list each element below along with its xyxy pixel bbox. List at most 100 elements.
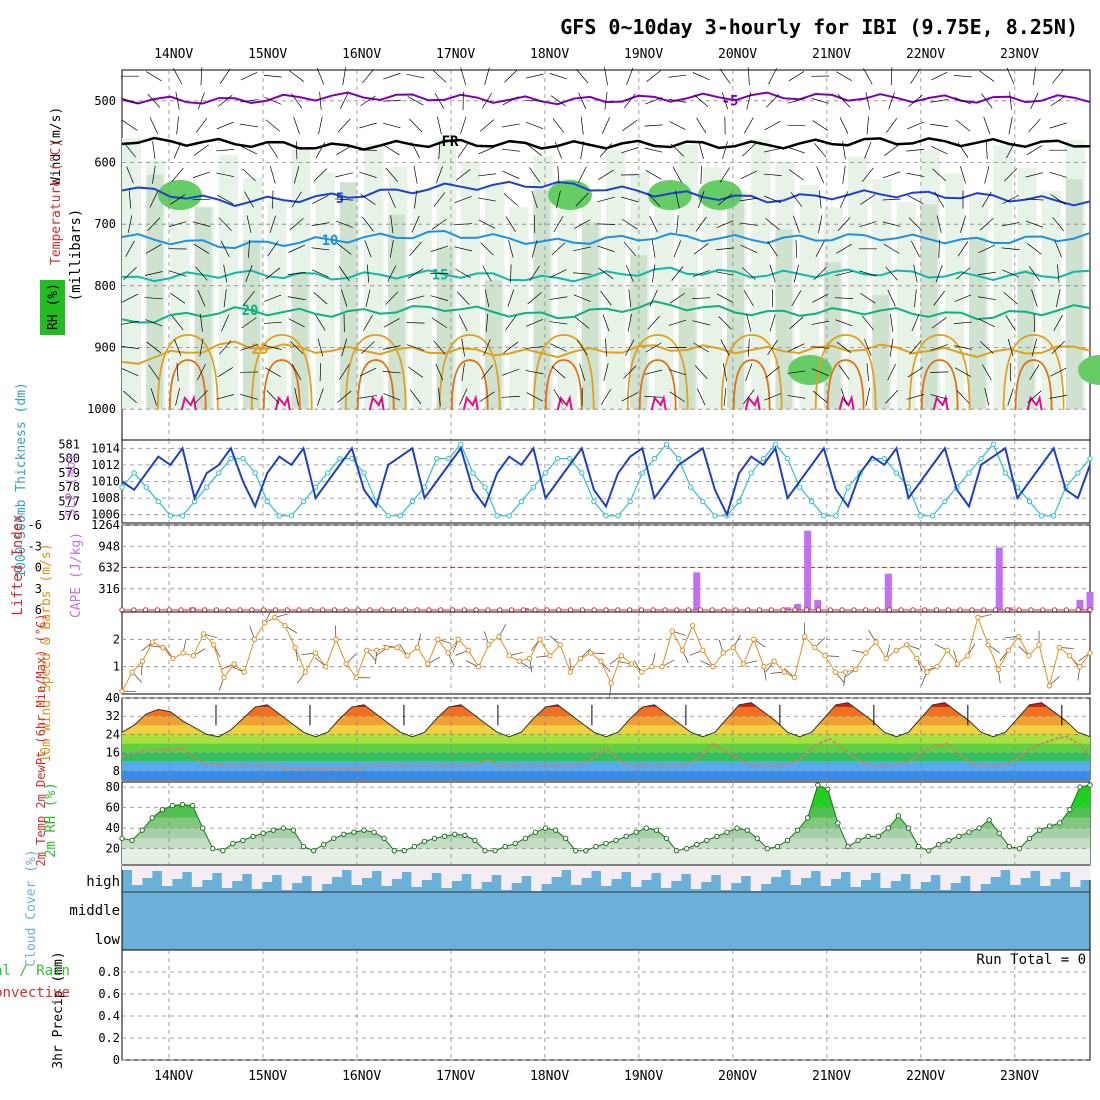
cloud-high-gap bbox=[670, 866, 682, 881]
wind-barb bbox=[863, 68, 873, 85]
cloud-high-gap bbox=[211, 866, 223, 873]
wind-speed-line-point bbox=[1005, 647, 1012, 653]
wind-barb bbox=[456, 291, 470, 305]
wind-speed-line-point bbox=[649, 663, 655, 670]
wind-barb bbox=[197, 363, 206, 381]
y-tick-label: 578 bbox=[58, 480, 80, 494]
wind-barb bbox=[339, 364, 350, 380]
y-tick-label: 1 bbox=[113, 660, 120, 674]
wind-barb bbox=[834, 297, 854, 299]
isotherm-30-lobe bbox=[1002, 334, 1065, 411]
thickness-line-point bbox=[760, 455, 766, 462]
wind-speed-line-point bbox=[883, 655, 889, 662]
cloud-high-gap bbox=[1040, 866, 1051, 886]
temp-band bbox=[122, 743, 1090, 753]
wind-barb bbox=[1030, 92, 1039, 110]
wind-barb bbox=[460, 67, 467, 85]
wind-barb bbox=[461, 338, 465, 357]
thickness-line-point bbox=[603, 513, 609, 519]
wind-barb bbox=[287, 272, 306, 275]
wind-barb bbox=[406, 295, 425, 301]
cloud-high-gap bbox=[451, 866, 462, 881]
wind-barb bbox=[174, 338, 182, 357]
wind-barb bbox=[978, 318, 996, 328]
wind-barb bbox=[1027, 243, 1042, 255]
rh2m-line-point bbox=[462, 832, 468, 838]
wind-speed-line-point bbox=[486, 642, 492, 648]
wind-speed-line-point bbox=[965, 653, 971, 659]
wind-barb bbox=[525, 99, 544, 102]
wind-speed-line-point bbox=[588, 650, 594, 656]
wind-barb bbox=[411, 141, 420, 159]
wind-barb bbox=[722, 363, 728, 382]
rh2m-line-point bbox=[159, 806, 166, 813]
thickness-line-point bbox=[591, 498, 597, 505]
cloud-high-gap bbox=[371, 866, 382, 871]
isotherm-line bbox=[121, 300, 1091, 324]
wind-barb bbox=[341, 338, 348, 357]
thickness-line-point bbox=[663, 441, 670, 447]
y-tick-label: 600 bbox=[94, 156, 116, 170]
y-tick-label: 0.6 bbox=[98, 987, 120, 1001]
wind-barb bbox=[838, 364, 850, 380]
cloud-high-gap bbox=[531, 866, 542, 891]
wind-barb bbox=[501, 123, 520, 128]
wind-speed-line-point bbox=[404, 653, 411, 659]
wind-barb bbox=[811, 346, 830, 349]
date-label-top: 20NOV bbox=[718, 47, 757, 62]
date-label-top: 14NOV bbox=[154, 47, 193, 62]
rh-shade bbox=[630, 255, 648, 410]
rh-shade bbox=[243, 240, 260, 410]
y-tick-label: 580 bbox=[58, 452, 80, 466]
rh2m-line-point bbox=[633, 829, 639, 835]
panel-cloud: high middle low Cloud Cover (%) bbox=[24, 849, 1091, 967]
thickness-line-point bbox=[1038, 513, 1045, 519]
thickness-line-point bbox=[470, 470, 476, 476]
wind-barb bbox=[267, 241, 279, 257]
rh2m-line-point bbox=[613, 837, 619, 844]
rh2m-line-point bbox=[220, 847, 226, 854]
wind-barb bbox=[145, 319, 163, 327]
wind-barb bbox=[644, 396, 663, 398]
wind-speed-line-point bbox=[129, 669, 135, 675]
wind-barb bbox=[193, 144, 209, 156]
wind-barb bbox=[550, 95, 566, 107]
cloud-high-gap bbox=[511, 866, 522, 883]
wind-barb bbox=[200, 67, 203, 86]
thickness-line-point bbox=[542, 470, 549, 476]
thickness-line-point bbox=[1075, 470, 1081, 476]
wind-barb bbox=[695, 216, 707, 232]
wind-barb bbox=[549, 296, 568, 300]
wind-speed-line-point bbox=[781, 669, 788, 675]
wind-barb bbox=[908, 217, 923, 231]
wind-speed-line-point bbox=[710, 663, 716, 670]
wind-barb bbox=[269, 166, 276, 184]
thickness-line-point bbox=[639, 470, 645, 476]
upper-air-legend-wind: Wind (m/s) bbox=[49, 107, 64, 185]
rh2m-line-point bbox=[804, 815, 811, 821]
wind-barb bbox=[694, 365, 708, 380]
wind-speed-line-point bbox=[791, 674, 798, 681]
wind-speed-line-point bbox=[506, 653, 512, 659]
wind-barb bbox=[406, 322, 425, 324]
y-tick-label: 3 bbox=[35, 582, 42, 596]
wind-speed-line-point bbox=[302, 669, 309, 675]
wind-barb bbox=[288, 318, 305, 328]
wind-barb bbox=[265, 267, 281, 280]
wind-barb bbox=[717, 193, 733, 206]
wind-barb bbox=[625, 339, 635, 356]
wind-speed-line-point bbox=[577, 655, 584, 662]
rh2m-line-point bbox=[603, 840, 609, 847]
rh2m-line-point bbox=[139, 827, 145, 833]
wind-speed-line-point bbox=[496, 633, 502, 640]
wind-barb bbox=[787, 146, 806, 154]
wind-barb bbox=[362, 216, 374, 232]
wind-barb bbox=[1052, 68, 1065, 84]
date-label-bottom: 19NOV bbox=[624, 1069, 663, 1084]
wind-barb bbox=[883, 171, 901, 179]
cloud-high-gap bbox=[131, 866, 143, 885]
wind-barb bbox=[171, 315, 184, 331]
wind-barb bbox=[692, 270, 710, 277]
thickness-line-point bbox=[409, 498, 416, 505]
wind-speed-line-point bbox=[343, 661, 349, 667]
